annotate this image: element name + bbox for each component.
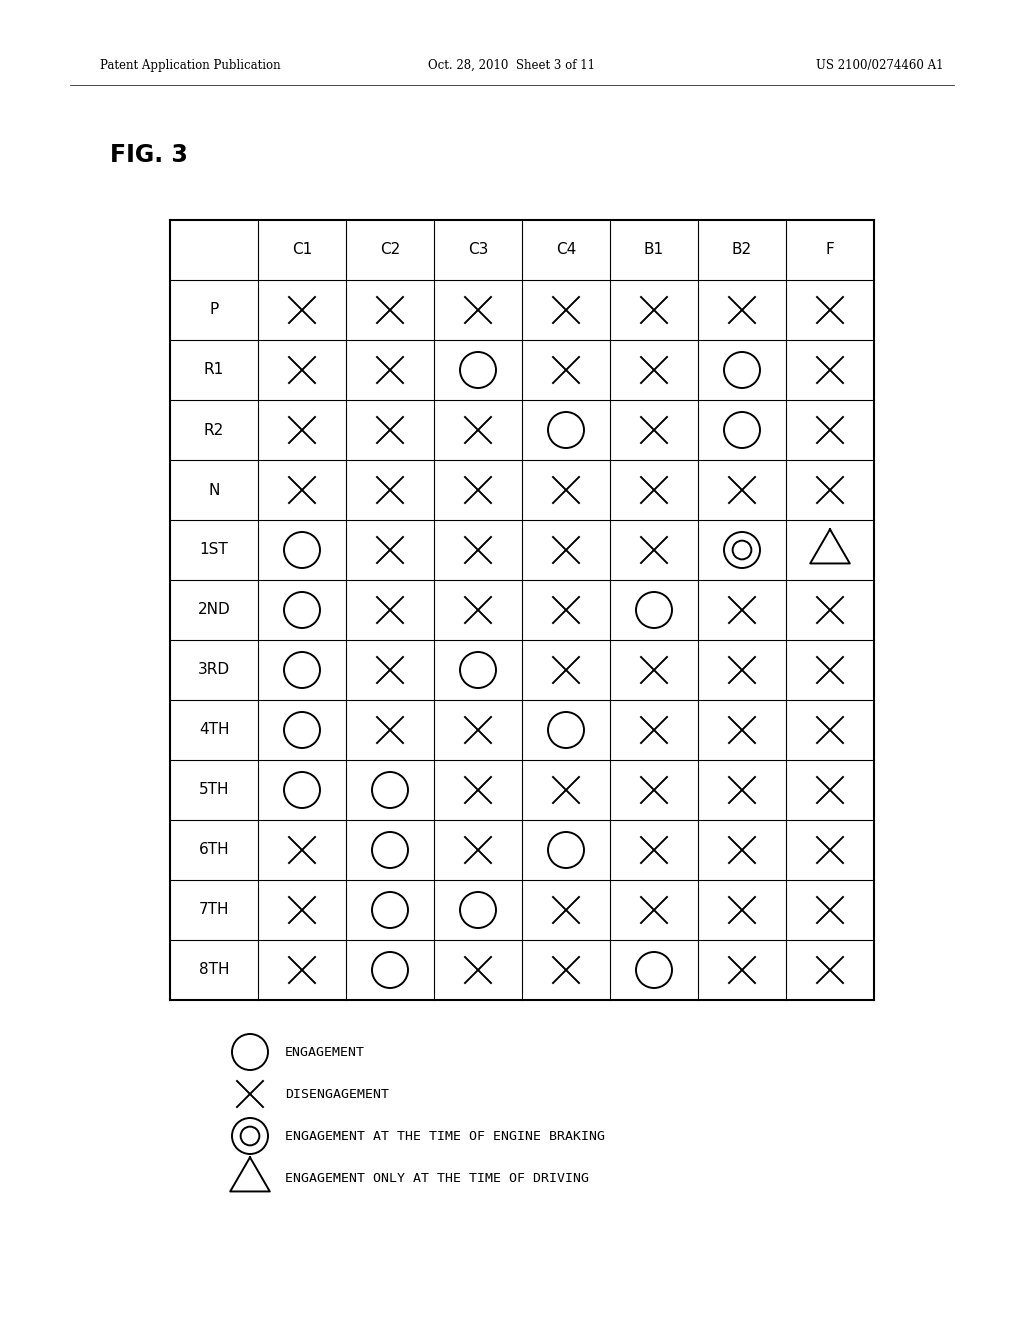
Text: ENGAGEMENT AT THE TIME OF ENGINE BRAKING: ENGAGEMENT AT THE TIME OF ENGINE BRAKING <box>285 1130 605 1143</box>
Text: 2ND: 2ND <box>198 602 230 618</box>
Text: B1: B1 <box>644 243 664 257</box>
Text: 5TH: 5TH <box>199 783 229 797</box>
Text: C1: C1 <box>292 243 312 257</box>
Text: C4: C4 <box>556 243 577 257</box>
Text: ENGAGEMENT: ENGAGEMENT <box>285 1045 365 1059</box>
Text: DISENGAGEMENT: DISENGAGEMENT <box>285 1088 389 1101</box>
Text: 7TH: 7TH <box>199 903 229 917</box>
Text: 3RD: 3RD <box>198 663 230 677</box>
Text: FIG. 3: FIG. 3 <box>110 143 187 168</box>
Text: Patent Application Publication: Patent Application Publication <box>100 58 281 71</box>
Text: 6TH: 6TH <box>199 842 229 858</box>
Text: Oct. 28, 2010  Sheet 3 of 11: Oct. 28, 2010 Sheet 3 of 11 <box>428 58 596 71</box>
Text: C3: C3 <box>468 243 488 257</box>
Text: US 2100/0274460 A1: US 2100/0274460 A1 <box>816 58 944 71</box>
Text: 4TH: 4TH <box>199 722 229 738</box>
Text: P: P <box>209 302 219 318</box>
Text: N: N <box>208 483 220 498</box>
Text: 8TH: 8TH <box>199 962 229 978</box>
Text: R2: R2 <box>204 422 224 437</box>
Text: C2: C2 <box>380 243 400 257</box>
Text: ENGAGEMENT ONLY AT THE TIME OF DRIVING: ENGAGEMENT ONLY AT THE TIME OF DRIVING <box>285 1172 589 1184</box>
Text: B2: B2 <box>732 243 752 257</box>
Text: F: F <box>825 243 835 257</box>
Text: 1ST: 1ST <box>200 543 228 557</box>
Text: R1: R1 <box>204 363 224 378</box>
